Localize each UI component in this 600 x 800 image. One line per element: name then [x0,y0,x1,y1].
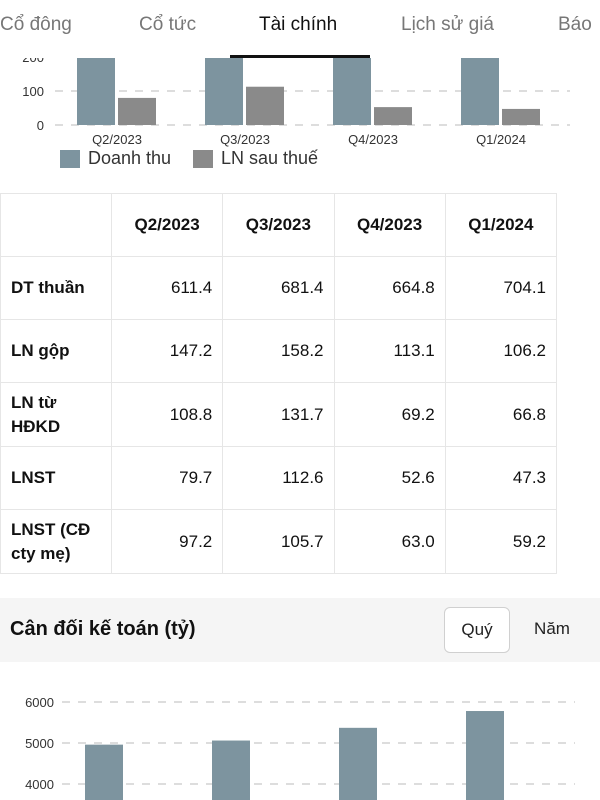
table-cell: 97.2 [110,509,224,574]
table-row: DT thuần 611.4 681.4 664.8 704.1 [0,256,558,320]
bar-revenue [333,58,371,125]
financial-table: Q2/2023 Q3/2023 Q4/2023 Q1/2024 DT thuần… [0,193,558,574]
table-cell: 664.8 [333,256,446,320]
table-cell: 66.8 [444,382,558,447]
y-tick-label: 5000 [25,736,54,751]
table-cell: 79.7 [110,446,224,510]
tab-lich-su-gia[interactable]: Lịch sử giá [401,14,494,35]
table-header-q2-2023: Q2/2023 [110,193,224,257]
y-tick-label: 200 [22,58,44,65]
x-tick-label: Q2/2023 [92,132,142,147]
y-tick-label: 4000 [25,777,54,792]
row-label-ln-gop: LN gộp [0,319,112,383]
table-cell: 681.4 [222,256,335,320]
legend-revenue-label: Doanh thu [88,148,172,168]
y-tick-label: 100 [22,84,44,99]
y-tick-label: 6000 [25,695,54,710]
bar-revenue [461,58,499,125]
legend-revenue-swatch [60,150,80,168]
table-cell: 63.0 [333,509,446,574]
active-tab-indicator [230,55,370,58]
balance-sheet-bar-chart: 4000 5000 6000 [25,695,575,800]
table-cell: 158.2 [222,319,335,383]
table-row: LNST (CĐ cty mẹ) 97.2 105.7 63.0 59.2 [0,509,558,574]
table-cell: 112.6 [222,446,335,510]
bar-revenue [77,58,115,125]
income-bar-chart: 0 100 200 Q2/2023 Q3/2023 Q4/2023 Q1/2024 [22,58,570,147]
bar-profit [502,108,540,125]
table-header-empty [0,193,112,257]
x-tick-label: Q3/2023 [220,132,270,147]
table-cell: 106.2 [444,319,558,383]
tab-bar: Cổ đông Cổ tức Tài chính Lịch sử giá Báo [0,0,600,58]
bar-balance [466,711,504,800]
table-header-q1-2024: Q1/2024 [444,193,558,257]
bar-balance [212,740,250,800]
x-tick-label: Q1/2024 [476,132,526,147]
table-header-row: Q2/2023 Q3/2023 Q4/2023 Q1/2024 [0,193,558,257]
bar-revenue [205,58,243,125]
bar-profit [118,97,156,125]
table-row: LN từ HĐKD 108.8 131.7 69.2 66.8 [0,382,558,447]
table-cell: 704.1 [444,256,558,320]
x-tick-label: Q4/2023 [348,132,398,147]
balance-sheet-title: Cân đối kế toán (tỷ) [10,618,196,640]
year-button[interactable]: Năm [534,619,570,638]
bar-balance [339,727,377,800]
table-row: LN gộp 147.2 158.2 113.1 106.2 [0,319,558,383]
legend-profit-swatch [193,150,213,168]
tab-bao[interactable]: Báo [558,14,592,35]
table-cell: 59.2 [444,509,558,574]
bar-balance [85,744,123,800]
row-label-lnst-cty-me: LNST (CĐ cty mẹ) [0,509,112,574]
table-cell: 131.7 [222,382,335,447]
quarter-button[interactable]: Quý [444,607,510,653]
table-header-q3-2023: Q3/2023 [222,193,335,257]
table-cell: 52.6 [333,446,446,510]
tab-co-dong[interactable]: Cổ đông [0,14,72,35]
row-label-ln-hdkd: LN từ HĐKD [0,382,112,447]
row-label-lnst: LNST [0,446,112,510]
balance-sheet-header: Cân đối kế toán (tỷ) [0,598,600,662]
legend-profit-label: LN sau thuế [221,148,319,168]
table-cell: 611.4 [110,256,224,320]
table-cell: 113.1 [333,319,446,383]
table-cell: 47.3 [444,446,558,510]
table-cell: 108.8 [110,382,224,447]
tab-co-tuc[interactable]: Cổ tức [139,14,197,35]
table-cell: 105.7 [222,509,335,574]
bar-profit [374,107,412,125]
table-cell: 147.2 [110,319,224,383]
table-header-q4-2023: Q4/2023 [333,193,446,257]
tab-tai-chinh[interactable]: Tài chính [259,14,338,35]
bar-profit [246,86,284,125]
y-tick-label: 0 [37,118,44,133]
row-label-dt-thuan: DT thuần [0,256,112,320]
table-row: LNST 79.7 112.6 52.6 47.3 [0,446,558,510]
table-cell: 69.2 [333,382,446,447]
